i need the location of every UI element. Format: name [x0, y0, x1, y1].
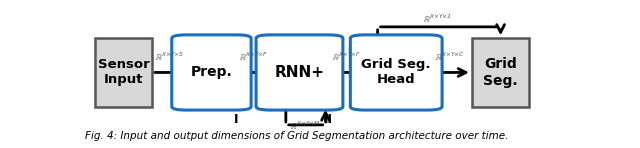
Text: $\mathbb{R}^{X{\times}Y{\times}F}$: $\mathbb{R}^{X{\times}Y{\times}F}$ [332, 51, 361, 63]
Text: $\mathbb{R}^{X{\times}Y{\times}F}$: $\mathbb{R}^{X{\times}Y{\times}F}$ [239, 51, 268, 63]
Text: RNN+: RNN+ [275, 65, 324, 80]
Text: I: I [234, 114, 239, 127]
Text: Grid
Seg.: Grid Seg. [483, 57, 518, 88]
Text: Prep.: Prep. [191, 65, 232, 79]
Text: $\mathbb{R}^{X{\times}Y{\times}2}$: $\mathbb{R}^{X{\times}Y{\times}2}$ [422, 12, 452, 25]
FancyBboxPatch shape [172, 35, 251, 110]
FancyBboxPatch shape [256, 35, 343, 110]
Text: $\mathbb{R}^{X{\times}Y{\times}S}$: $\mathbb{R}^{X{\times}Y{\times}S}$ [155, 51, 184, 63]
Text: II: II [323, 114, 333, 127]
FancyBboxPatch shape [95, 38, 152, 107]
FancyBboxPatch shape [350, 35, 442, 110]
Text: Fig. 4: Input and output dimensions of Grid Segmentation architecture over time.: Fig. 4: Input and output dimensions of G… [85, 131, 508, 141]
Text: $\mathbb{R}^{X{\times}Y{\times}M}$: $\mathbb{R}^{X{\times}Y{\times}M}$ [291, 119, 321, 132]
FancyBboxPatch shape [472, 38, 529, 107]
Text: Sensor
Input: Sensor Input [97, 58, 149, 86]
Text: Grid Seg.
Head: Grid Seg. Head [362, 58, 431, 86]
Text: $\mathbb{R}^{X{\times}Y{\times}C}$: $\mathbb{R}^{X{\times}Y{\times}C}$ [435, 51, 465, 63]
